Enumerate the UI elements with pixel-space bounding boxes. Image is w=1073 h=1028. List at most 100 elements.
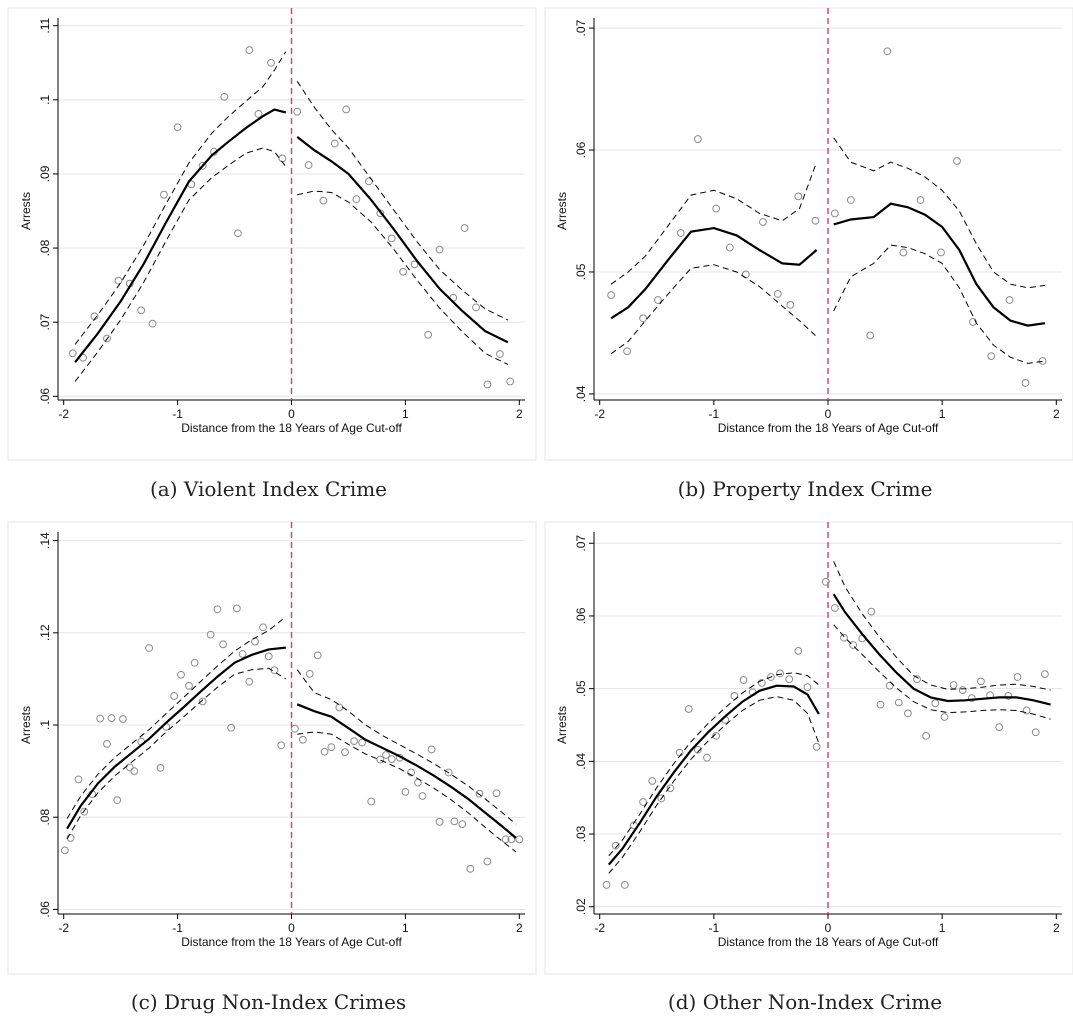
graph-region-frame [7,7,537,461]
y-tick-label-4: .1 [38,94,52,104]
scatter-point-43 [995,723,1004,732]
scatter-point-11 [198,161,207,170]
x-axis-title: Distance from the 18 Years of Age Cut-of… [181,935,402,949]
scatter-point-21 [953,157,961,165]
caption-b: (b) Property Index Crime [677,477,933,501]
scatter-point-6 [103,740,111,748]
y-tick-label-0: .02 [574,898,588,915]
scatter-point-21 [794,646,803,655]
graph-region-frame [544,7,1073,461]
scatter-point-34 [913,675,921,684]
x-tick-label-1: -1 [709,921,720,935]
x-tick-label-2: 0 [825,407,832,421]
scatter-point-25 [232,604,241,613]
scatter-point-27 [387,234,396,243]
scatter-point-39 [335,703,344,712]
scatter-point-57 [466,864,475,873]
x-tick-label-3: 1 [939,921,946,935]
y-tick-label-1: .08 [38,809,52,826]
scatter-point-23 [219,640,228,649]
y-tick-label-5: .11 [38,17,52,33]
scatter-point-47 [1031,728,1040,737]
x-tick-label-3: 1 [939,407,946,421]
scatter-point-36 [313,651,322,660]
scatter-point-12 [712,732,721,740]
scatter-point-2 [639,314,647,323]
scatter-point-16 [170,692,179,700]
scatter-point-24 [821,577,830,586]
scatter-point-17 [177,670,185,679]
scatter-point-0 [68,349,77,358]
x-axis-title: Distance from the 18 Years of Age Cut-of… [718,935,939,949]
scatter-point-32 [894,698,903,707]
scatter-point-2 [620,881,629,889]
scatter-point-42 [358,738,367,747]
scatter-point-33 [291,724,299,733]
panel-b: .04 .05 .06 .07 -2 -1 0 1 2 Distance from the 18 … [537,0,1073,514]
scatter-point-4 [676,229,685,237]
scatter-point-37 [506,377,515,386]
scatter-point-37 [940,713,949,721]
y-axis-title: Arrests [19,706,33,744]
scatter-point-10 [693,745,702,754]
y-axis-title: Arrests [555,706,569,744]
scatter-point-26 [1038,357,1047,365]
scatter-point-9 [173,123,182,132]
y-tick-label-2: .04 [574,753,588,770]
x-tick-label-0: -2 [594,407,605,421]
scatter-point-30 [264,652,273,661]
scatter-point-5 [693,135,702,143]
scatter-point-7 [666,784,675,793]
scatter-point-37 [320,747,329,756]
scatter-point-7 [725,243,734,252]
y-tick-label-0: .06 [38,901,52,918]
scatter-point-53 [435,817,444,826]
scatter-point-63 [515,835,524,844]
y-tick-label-4: .14 [38,532,52,549]
scatter-point-52 [427,745,436,754]
x-tick-label-1: -1 [172,921,183,935]
scatter-point-2 [74,775,83,784]
x-tick-label-2: 0 [825,921,832,935]
ci-lower-left-line [74,147,287,382]
chart-a: .06 .07 .08 .09 .1 .11 -2 -1 0 1 2 Distance from th… [7,7,537,461]
scatter-point-16 [254,110,263,118]
scatter-point-31 [885,681,894,690]
y-tick-label-1: .03 [574,825,588,842]
scatter-point-0 [602,881,611,889]
scatter-point-15 [739,676,748,684]
scatter-point-32 [277,741,286,750]
scatter-point-41 [977,677,985,686]
scatter-point-60 [492,789,501,798]
y-tick-label-2: .06 [574,141,588,158]
chart-c: .06 .08 .1 .12 .14 -2 -1 0 1 2 Distance from the 1… [7,521,537,975]
ci-lower-left-line [66,667,287,840]
y-axis-title: Arrests [19,192,33,230]
x-tick-label-2: 0 [288,407,295,421]
fit-left-line [66,646,286,830]
scatter-point-19 [916,196,925,204]
scatter-point-33 [904,709,912,718]
scatter-point-30 [424,330,433,339]
scatter-point-14 [156,763,165,772]
scatter-point-19 [293,107,302,116]
caption-a: (a) Violent Index Crime [149,477,388,501]
panel-d: .02 .03 .04 .05 .06 .07 -2 -1 0 1 2 Distance from t… [537,514,1073,1028]
y-tick-label-3: .07 [574,19,588,36]
scatter-point-21 [319,196,328,205]
scatter-point-13 [145,644,154,652]
ci-upper-left-line [66,616,287,819]
scatter-point-62 [507,835,516,844]
scatter-point-34 [472,303,480,312]
x-tick-label-4: 2 [1053,921,1060,935]
scatter-point-36 [931,699,940,708]
scatter-point-49 [407,768,415,777]
ci-upper-left-line [610,162,818,285]
scatter-point-20 [785,675,794,684]
x-axis-title: Distance from the 18 Years of Age Cut-of… [718,421,939,435]
scatter-point-3 [103,334,111,343]
scatter-point-28 [399,267,408,276]
scatter-point-18 [899,248,908,257]
chart-b: .04 .05 .06 .07 -2 -1 0 1 2 Distance from the 18 … [544,7,1073,461]
scatter-point-9 [684,705,693,713]
